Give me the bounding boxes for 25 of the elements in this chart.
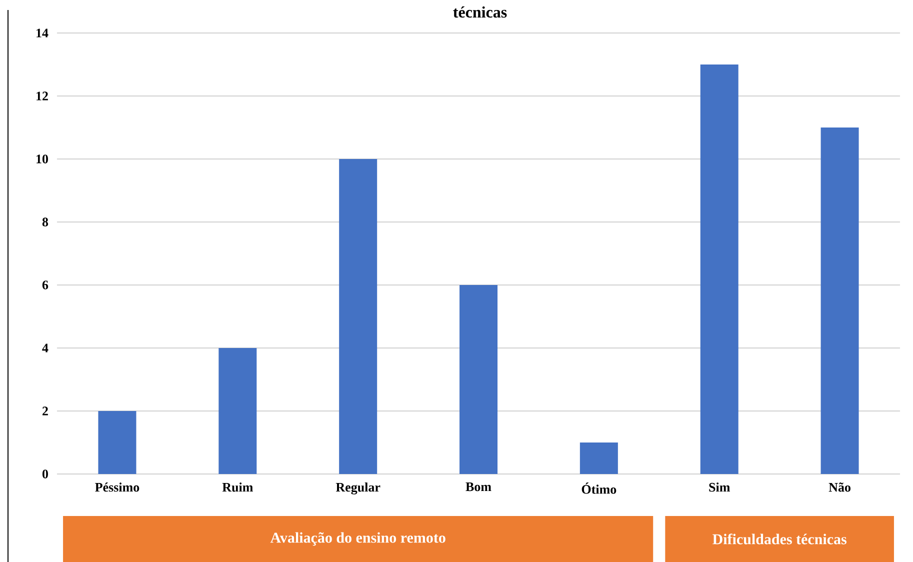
y-tick-label: 4 bbox=[42, 344, 48, 352]
x-tick-label: Ruim bbox=[222, 482, 253, 492]
x-tick-label: Não bbox=[828, 482, 850, 492]
text: Avaliação do ensino remoto bbox=[270, 532, 446, 546]
bar bbox=[700, 64, 738, 474]
y-tick-label: 6 bbox=[42, 280, 48, 290]
y-tick-label: 12 bbox=[36, 92, 48, 100]
bar bbox=[98, 410, 136, 474]
x-tick-label: Ótimo bbox=[582, 482, 616, 494]
y-tick-label: 2 bbox=[42, 406, 48, 416]
x-tick-label: Péssimo bbox=[95, 482, 140, 492]
bar bbox=[820, 127, 859, 474]
bar bbox=[460, 284, 498, 474]
y-tick-label: 0 bbox=[42, 470, 48, 478]
x-tick-label: Bom bbox=[466, 482, 492, 492]
text: Dificuldades técnicas bbox=[712, 534, 846, 544]
y-tick-label: 10 bbox=[36, 154, 48, 164]
bar bbox=[218, 348, 257, 474]
x-tick-label: Sim bbox=[709, 482, 730, 492]
chart-title: técnicas bbox=[453, 6, 507, 18]
x-tick-label: Regular bbox=[336, 482, 380, 494]
bar bbox=[580, 442, 618, 474]
bar bbox=[339, 158, 378, 474]
y-tick-label: 8 bbox=[42, 218, 48, 226]
y-tick-label: 14 bbox=[36, 28, 48, 38]
